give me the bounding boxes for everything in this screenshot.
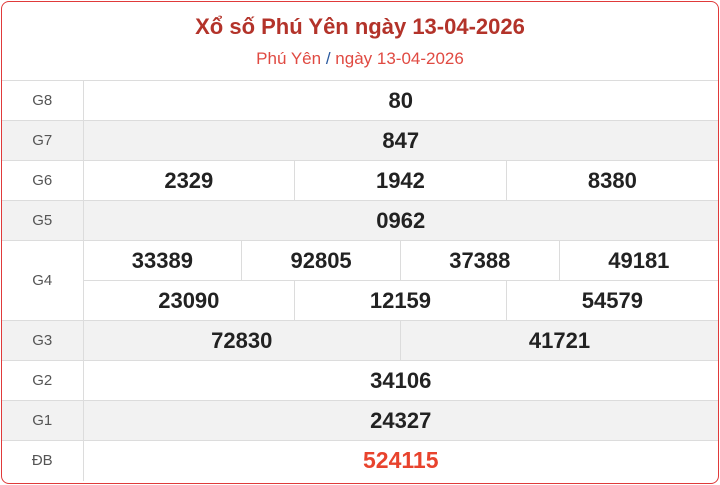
row-g4: G4 33389 92805 37388 49181 (2, 240, 718, 321)
prize-label: G7 (2, 120, 84, 161)
prize-number: 80 (82, 80, 718, 121)
prize-label: ĐB (2, 440, 84, 481)
prize-number: 847 (82, 120, 718, 161)
prize-number: 37388 (399, 240, 560, 281)
row-db: ĐB 524115 (2, 440, 718, 481)
prize-number: 23090 (82, 280, 296, 321)
breadcrumb-date[interactable]: ngày 13-04-2026 (335, 49, 464, 68)
row-g3: G3 72830 41721 (2, 320, 718, 361)
results-table: G8 80 G7 847 G6 2329 1942 8380 G5 0962 G4 33389… (2, 80, 718, 481)
prize-number: 33389 (82, 240, 243, 281)
prize-label: G2 (2, 360, 84, 401)
row-g2: G2 34106 (2, 360, 718, 401)
prize-label: G3 (2, 320, 84, 361)
special-prize-number: 524115 (82, 440, 718, 481)
page-title: Xổ số Phú Yên ngày 13-04-2026 (195, 14, 525, 39)
row-g1: G1 24327 (2, 400, 718, 441)
prize-label: G1 (2, 400, 84, 441)
row-g8: G8 80 (2, 80, 718, 121)
prize-number: 8380 (505, 160, 718, 201)
row-g5: G5 0962 (2, 200, 718, 241)
prize-number: 92805 (241, 240, 401, 281)
row-g4b: 23090 12159 54579 (2, 280, 718, 321)
prize-label: G6 (2, 160, 84, 201)
breadcrumb: Phú Yên / ngày 13-04-2026 (2, 49, 718, 69)
prize-number: 54579 (505, 280, 718, 321)
prize-number: 12159 (294, 280, 507, 321)
prize-number: 1942 (294, 160, 507, 201)
breadcrumb-province[interactable]: Phú Yên (256, 49, 322, 68)
prize-number: 49181 (558, 240, 718, 281)
prize-number: 72830 (82, 320, 401, 361)
prize-label: G8 (2, 80, 84, 121)
prize-number: 2329 (82, 160, 296, 201)
breadcrumb-separator: / (325, 49, 331, 68)
prize-number: 0962 (82, 200, 718, 241)
row-g7: G7 847 (2, 120, 718, 161)
prize-label: G4 (2, 240, 84, 321)
row-g6: G6 2329 1942 8380 (2, 160, 718, 201)
prize-label: G5 (2, 200, 84, 241)
prize-number: 34106 (82, 360, 718, 401)
prize-number: 41721 (399, 320, 718, 361)
prize-number: 24327 (82, 400, 718, 441)
